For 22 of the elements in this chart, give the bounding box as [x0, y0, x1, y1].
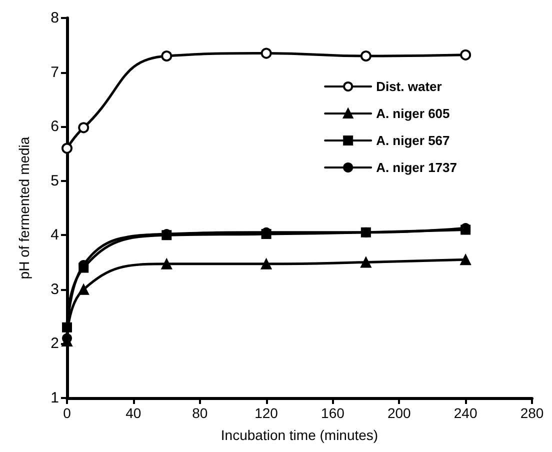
x-tick-label: 160 — [321, 405, 345, 421]
y-tick-label: 8 — [50, 10, 59, 26]
legend-label: Dist. water — [376, 79, 442, 94]
y-tick-label: 4 — [50, 226, 59, 244]
x-axis-title: Incubation time (minutes) — [220, 427, 378, 443]
y-tick-label: 2 — [50, 335, 59, 352]
x-tick-label: 240 — [454, 405, 478, 421]
x-tick-label: 280 — [520, 405, 544, 421]
x-tick-label: 80 — [192, 405, 208, 421]
legend-label: A. niger 605 — [376, 106, 450, 121]
legend-label: A. niger 567 — [376, 133, 450, 148]
x-tick-label: 40 — [126, 405, 142, 421]
legend-label: A. niger 1737 — [376, 160, 458, 175]
x-tick-label: 0 — [63, 405, 72, 421]
x-tick-label: 120 — [254, 405, 278, 421]
y-tick-label: 3 — [50, 280, 59, 298]
y-tick-label: 1 — [50, 390, 59, 406]
y-tick-label: 6 — [50, 118, 59, 136]
y-tick-label: 7 — [50, 64, 59, 81]
x-tick-label: 200 — [387, 405, 412, 421]
y-axis-title: pH of fermented media — [16, 136, 32, 280]
y-tick-label: 5 — [50, 172, 59, 190]
